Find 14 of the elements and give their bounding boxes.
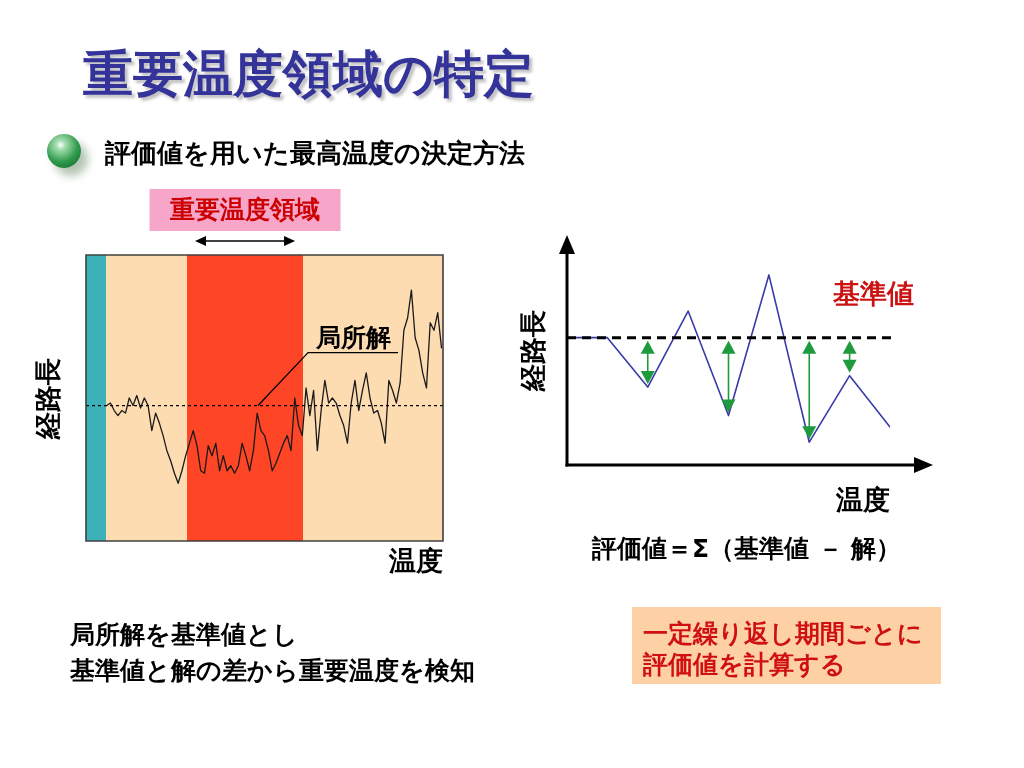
y-axis-title: 経路長 xyxy=(517,309,549,392)
text: 評価値＝Σ（基準値 － 解） xyxy=(592,534,902,564)
ref-line-label: 基準値 xyxy=(832,277,915,309)
text: 基準値と解の差から重要温度を検知 xyxy=(70,656,475,686)
chart-subtitle: 評価値を用いた最高温度の決定方法 xyxy=(105,137,525,169)
ref-line-label: 局所解 xyxy=(314,322,391,352)
text: 一定繰り返し期間ごとに xyxy=(643,618,923,649)
x-axis-title: 温度 xyxy=(835,483,890,515)
x-axis-title: 温度 xyxy=(388,544,443,576)
text: 局所解を基準値とし xyxy=(70,620,298,650)
chart-title: 重要温度領域の特定 xyxy=(83,45,534,103)
y-axis-title: 経路長 xyxy=(32,357,64,440)
text: 評価値を計算する xyxy=(643,649,846,680)
text: 重要温度領域 xyxy=(169,194,321,224)
